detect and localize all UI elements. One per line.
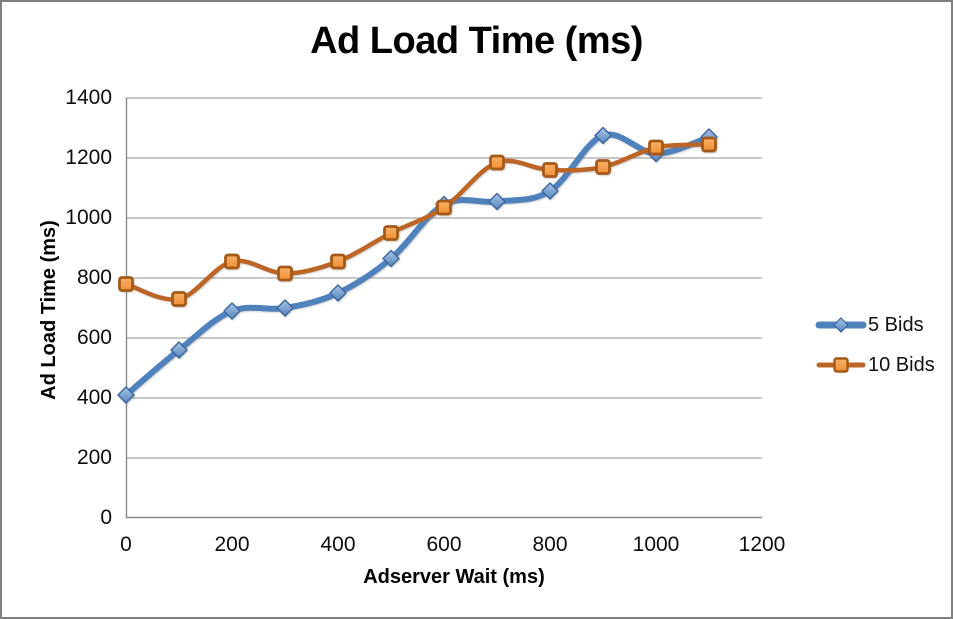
x-tick-label: 200 [214, 533, 250, 556]
chart-canvas [117, 97, 762, 519]
y-tick-label: 0 [100, 506, 112, 529]
x-tick-label: 800 [532, 533, 568, 556]
legend-sample-square-icon [816, 357, 866, 373]
y-tick-label: 200 [76, 446, 112, 469]
series-5-bids [117, 126, 718, 404]
y-tick-label: 400 [76, 386, 112, 409]
y-tick-label: 600 [76, 326, 112, 349]
x-tick-label: 0 [120, 533, 132, 556]
legend-item-10-bids: 10 Bids [815, 351, 935, 379]
x-tick-label: 1200 [738, 533, 786, 556]
y-tick-label: 1200 [65, 146, 112, 169]
x-tick-label: 400 [320, 533, 356, 556]
axes [125, 98, 762, 519]
y-tick-label: 1000 [65, 206, 112, 229]
legend-item-5-bids: 5 Bids [815, 311, 935, 339]
y-tick-label: 800 [76, 266, 112, 289]
legend-sample-diamond-icon [815, 317, 867, 333]
series-10-bids [118, 136, 717, 307]
chart-title: Ad Load Time (ms) [310, 20, 643, 62]
legend: 5 Bids 10 Bids [815, 311, 935, 391]
y-tick-label: 1400 [65, 86, 112, 109]
plot-area [117, 97, 763, 519]
legend-label: 5 Bids [868, 313, 924, 336]
legend-label: 10 Bids [868, 353, 935, 376]
x-tick-label: 1000 [632, 533, 680, 556]
x-axis-label: Adserver Wait (ms) [363, 566, 545, 588]
gridlines [126, 97, 762, 459]
x-tick-label: 600 [426, 533, 462, 556]
